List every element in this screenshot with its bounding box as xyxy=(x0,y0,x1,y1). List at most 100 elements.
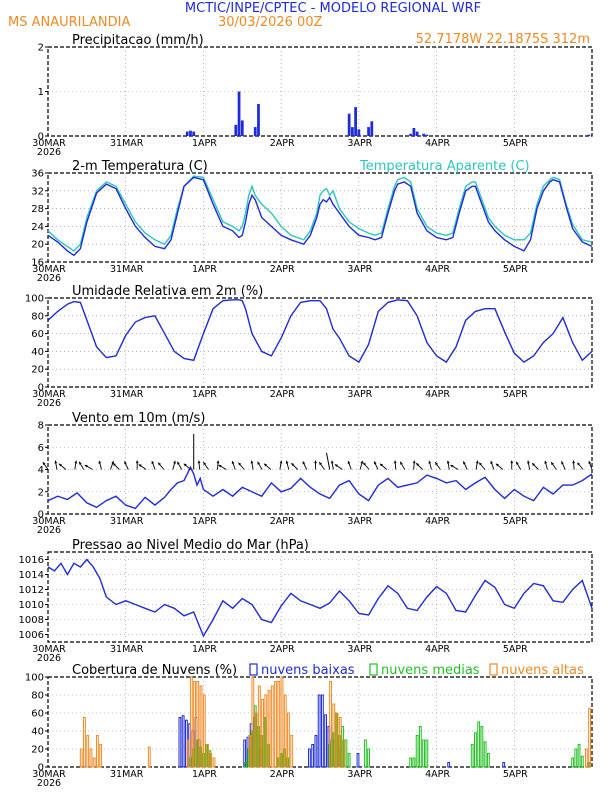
cloud-bar-2 xyxy=(186,739,190,768)
y-tick-label: 36 xyxy=(31,169,44,180)
cloud-bar-2 xyxy=(202,694,206,768)
y-tick-label: 80 xyxy=(31,691,44,702)
y-tick-label: 100 xyxy=(25,294,44,305)
y-tick-label: 100 xyxy=(25,673,44,684)
y-tick-label: 2 xyxy=(38,43,44,54)
cloud-bar-1 xyxy=(477,721,481,768)
x-tick-label: 30MAR xyxy=(32,769,66,780)
wind-arrowhead xyxy=(516,461,519,465)
wind-arrowhead xyxy=(54,460,58,464)
cloud-bar-2 xyxy=(206,744,209,768)
wind-arrowhead xyxy=(279,460,283,464)
y-tick-label: 40 xyxy=(31,727,44,738)
cloud-bar-2 xyxy=(283,694,287,768)
cloud-bar-2 xyxy=(338,717,342,768)
cloud-bar-2 xyxy=(584,748,588,768)
cloud-bar-2 xyxy=(335,712,339,768)
x-tick-label: 31MAR xyxy=(110,138,144,149)
cloud-bar-2 xyxy=(189,676,193,768)
cloud-bar-2 xyxy=(267,690,271,768)
y-tick-label: 1014 xyxy=(19,570,44,581)
wind-arrowhead xyxy=(475,460,479,464)
cloud-bar-1 xyxy=(571,757,574,768)
precip-bar xyxy=(237,91,241,136)
precip-bar xyxy=(347,113,351,136)
precip-bar xyxy=(415,131,419,136)
y-tick-label: 0 xyxy=(38,383,44,394)
precip-bar xyxy=(409,133,413,136)
cloud-bar-1 xyxy=(474,732,477,768)
x-tick-label: 1APR xyxy=(192,644,217,655)
x-tick-label: 2APR xyxy=(270,644,295,655)
precip-bar xyxy=(357,129,361,136)
cloud-bar-2 xyxy=(287,712,290,768)
panel-title: 2-m Temperatura (C) xyxy=(72,159,208,174)
wind-arrowhead xyxy=(334,464,338,468)
y-tick-label: 60 xyxy=(31,329,44,340)
cloud-bar-2 xyxy=(290,735,294,768)
x-tick-label: 30MAR xyxy=(32,138,66,149)
x-tick-label: 3APR xyxy=(347,264,372,275)
cloud-bar-2 xyxy=(99,744,103,768)
cloud-bar-2 xyxy=(274,681,277,768)
wind-arrowhead xyxy=(347,461,351,465)
precip-bar xyxy=(240,120,244,136)
wind-arrowhead xyxy=(124,461,127,465)
wind-arrow xyxy=(325,452,331,470)
cloud-bar-1 xyxy=(470,744,474,768)
y-tick-label: 0 xyxy=(38,510,44,521)
wind-arrowhead xyxy=(360,460,364,464)
series-line xyxy=(47,175,593,252)
x-tick-label: 1APR xyxy=(192,138,217,149)
y-tick-label: 40 xyxy=(31,347,44,358)
x-tick-label: 1APR xyxy=(192,769,217,780)
wind-arrowhead xyxy=(151,461,155,465)
legend-swatch xyxy=(249,663,258,676)
cloud-bar-0 xyxy=(311,744,315,768)
wind-arrowhead xyxy=(112,463,116,467)
cloud-bar-1 xyxy=(415,735,419,768)
x-tick-sublabel: 2026 xyxy=(37,273,61,284)
wind-arrowhead xyxy=(379,463,383,467)
cloud-bar-1 xyxy=(425,739,429,768)
series-line xyxy=(47,299,593,364)
wind-arrowhead xyxy=(577,462,581,466)
wind-arrowhead xyxy=(363,462,367,466)
wind-arrowhead xyxy=(330,460,334,464)
precip-bar xyxy=(234,124,238,136)
precip-bar xyxy=(257,103,260,136)
wind-arrowhead xyxy=(98,460,102,464)
panel-title: Pressao ao Nivel Medio do Mar (hPa) xyxy=(72,538,309,553)
cloud-bar-1 xyxy=(347,753,351,768)
wind-arrowhead xyxy=(250,460,254,464)
cloud-bar-2 xyxy=(254,712,258,768)
wind-arrowhead xyxy=(42,462,46,466)
wind-arrowhead xyxy=(158,462,161,466)
x-tick-label: 3APR xyxy=(347,644,372,655)
wind-arrowhead xyxy=(544,460,548,464)
x-tick-sublabel: 2026 xyxy=(37,398,61,409)
x-tick-label: 4APR xyxy=(425,138,450,149)
y-tick-label: 60 xyxy=(31,709,44,720)
cloud-bar-1 xyxy=(580,755,584,768)
y-tick-label: 20 xyxy=(31,745,44,756)
x-tick-sublabel: 2026 xyxy=(37,653,61,664)
cloud-bar-0 xyxy=(320,694,324,768)
x-tick-label: 3APR xyxy=(347,516,372,527)
x-tick-label: 1APR xyxy=(192,389,217,400)
cloud-bar-2 xyxy=(329,681,332,768)
series-line xyxy=(47,558,593,638)
legend-swatch xyxy=(489,663,498,676)
precip-bar xyxy=(412,127,416,136)
cloud-bar-0 xyxy=(324,714,328,768)
x-tick-label: 2APR xyxy=(270,389,295,400)
panel-title: Cobertura de Nuvens (%) xyxy=(72,663,237,678)
x-tick-label: 1APR xyxy=(192,264,217,275)
wind-arrowhead xyxy=(264,463,267,467)
wind-arrowhead xyxy=(218,465,222,468)
x-tick-sublabel: 2026 xyxy=(37,525,61,536)
precip-bar xyxy=(422,133,425,136)
cloud-bar-1 xyxy=(483,741,487,768)
y-tick-label: 4 xyxy=(38,465,44,476)
